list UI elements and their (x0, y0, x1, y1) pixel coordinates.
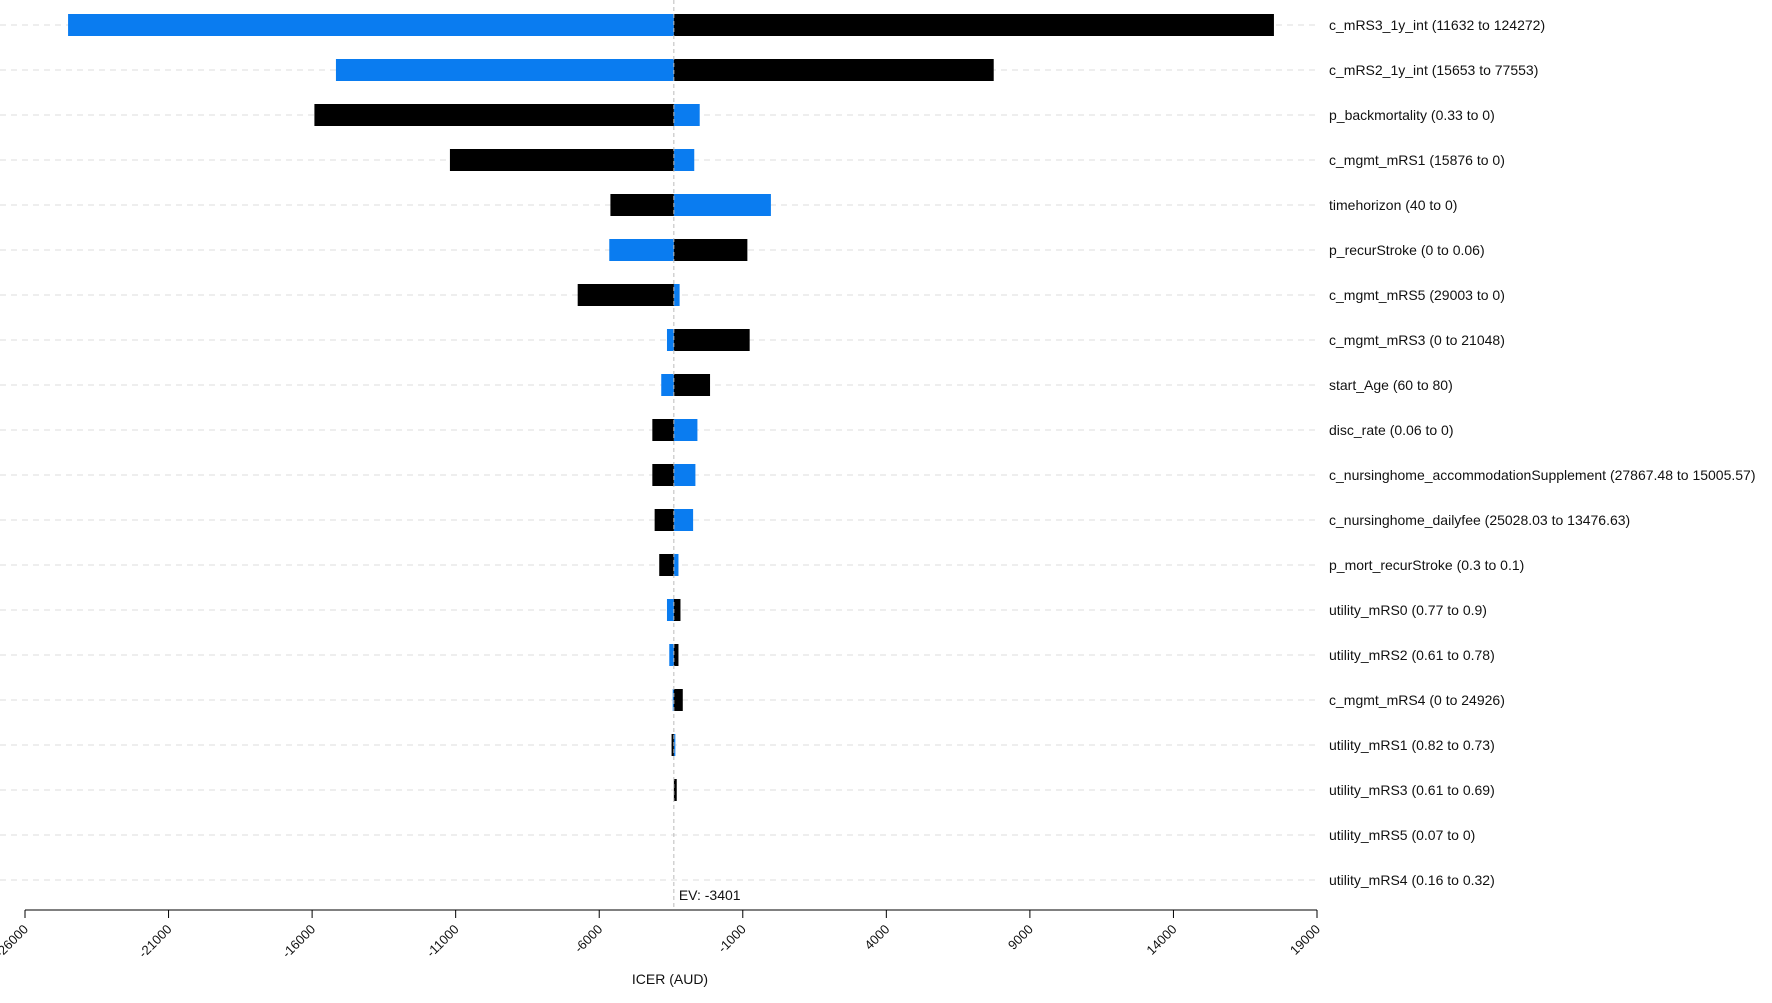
category-label: p_recurStroke (0 to 0.06) (1329, 242, 1485, 258)
category-label: utility_mRS1 (0.82 to 0.73) (1329, 737, 1495, 753)
x-tick-label: 9000 (1005, 922, 1036, 953)
category-label: c_mgmt_mRS3 (0 to 21048) (1329, 332, 1505, 348)
bar-black (673, 14, 1274, 36)
bar-blue (335, 59, 674, 81)
category-label: c_nursinghome_dailyfee (25028.03 to 1347… (1329, 512, 1630, 528)
bar-blue (673, 734, 676, 756)
x-tick-label: -6000 (571, 922, 605, 956)
bar-black (673, 779, 677, 801)
x-tick-label: -16000 (279, 922, 318, 961)
bar-black (673, 689, 683, 711)
bar-black (673, 59, 994, 81)
bar-blue (609, 239, 674, 261)
x-tick-label: -1000 (715, 922, 749, 956)
category-label: c_mRS3_1y_int (11632 to 124272) (1329, 17, 1545, 33)
category-label: p_backmortality (0.33 to 0) (1329, 107, 1495, 123)
bar-black (659, 554, 674, 576)
x-axis-title: ICER (AUD) (632, 971, 708, 987)
x-tick-label: -21000 (135, 922, 174, 961)
bar-blue (673, 149, 695, 171)
category-label: c_mgmt_mRS4 (0 to 24926) (1329, 692, 1505, 708)
category-label: utility_mRS0 (0.77 to 0.9) (1329, 602, 1487, 618)
category-label: c_mRS2_1y_int (15653 to 77553) (1329, 62, 1538, 78)
bar-black (314, 104, 674, 126)
bar-blue (673, 419, 698, 441)
bar-black (610, 194, 674, 216)
bar-blue (661, 374, 674, 396)
bar-blue (673, 554, 679, 576)
bar-blue (666, 599, 674, 621)
bar-black (449, 149, 674, 171)
bar-black (673, 599, 681, 621)
category-label: utility_mRS4 (0.16 to 0.32) (1329, 872, 1495, 888)
bar-black (654, 509, 674, 531)
category-label: p_mort_recurStroke (0.3 to 0.1) (1329, 557, 1524, 573)
bar-blue (673, 194, 771, 216)
bar-blue (673, 464, 696, 486)
x-tick-label: -11000 (423, 922, 462, 961)
bars (68, 14, 1274, 801)
ev-label: EV: -3401 (679, 887, 741, 903)
bar-black (673, 239, 748, 261)
bar-blue (673, 284, 680, 306)
category-label: c_mgmt_mRS5 (29003 to 0) (1329, 287, 1505, 303)
bar-black (673, 329, 750, 351)
category-labels: c_mRS3_1y_int (11632 to 124272) c_mRS2_1y… (1329, 17, 1756, 888)
category-label: timehorizon (40 to 0) (1329, 197, 1457, 213)
category-label: utility_mRS5 (0.07 to 0) (1329, 827, 1475, 843)
category-label: utility_mRS2 (0.61 to 0.78) (1329, 647, 1495, 663)
bar-black (671, 734, 674, 756)
category-label: utility_mRS3 (0.61 to 0.69) (1329, 782, 1495, 798)
category-label: disc_rate (0.06 to 0) (1329, 422, 1454, 438)
bar-black (652, 464, 674, 486)
category-label: c_nursinghome_accommodationSupplement (2… (1329, 467, 1756, 483)
bar-black (577, 284, 674, 306)
category-label: start_Age (60 to 80) (1329, 377, 1453, 393)
bar-blue (673, 104, 700, 126)
x-axis-ticks: -26000 -21000 -16000 -11000 -6000 -1000 4000 90… (0, 910, 1323, 961)
bar-blue (669, 644, 674, 666)
x-tick-label: 19000 (1287, 922, 1323, 958)
x-tick-label: 4000 (861, 922, 892, 953)
bar-blue (673, 509, 694, 531)
category-label: c_mgmt_mRS1 (15876 to 0) (1329, 152, 1505, 168)
bar-blue (68, 14, 674, 36)
bar-black (673, 374, 711, 396)
x-tick-label: 14000 (1143, 922, 1179, 958)
bar-blue (666, 329, 674, 351)
bar-black (652, 419, 674, 441)
x-tick-label: -26000 (0, 922, 31, 961)
bar-black (673, 644, 679, 666)
